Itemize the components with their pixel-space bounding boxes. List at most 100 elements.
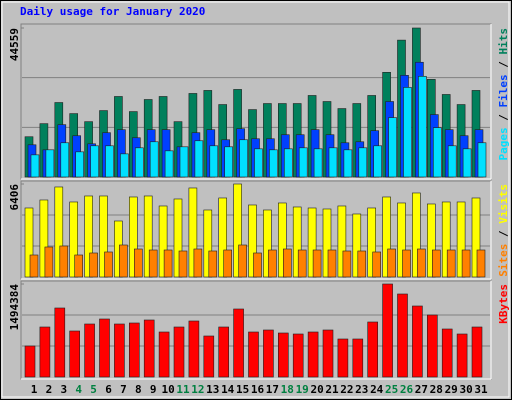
x-tick-label: 13 <box>206 383 219 396</box>
bar <box>59 245 69 278</box>
bar <box>456 333 468 378</box>
bar <box>397 293 408 378</box>
bar <box>39 199 49 278</box>
bar <box>208 250 218 278</box>
bar <box>54 186 64 278</box>
bar <box>248 331 259 378</box>
bar <box>417 248 426 278</box>
legend-entry: Pages <box>497 127 510 160</box>
bar <box>203 335 215 378</box>
x-tick-label: 4 <box>75 383 82 396</box>
bar <box>193 248 203 278</box>
bar <box>158 205 168 278</box>
bar <box>387 248 396 278</box>
bar <box>238 244 247 278</box>
bar <box>441 201 451 278</box>
x-tick-label: 5 <box>90 383 97 396</box>
bar <box>194 140 204 178</box>
x-tick-label: 25 <box>385 383 398 396</box>
bar <box>282 248 292 278</box>
x-tick-label: 31 <box>474 383 488 396</box>
y-tick-label: 6406 <box>8 184 21 211</box>
bar <box>268 249 277 278</box>
bar <box>120 153 129 178</box>
bar <box>119 244 128 278</box>
bar <box>471 326 483 378</box>
x-tick-label: 29 <box>445 383 458 396</box>
bar <box>29 254 39 278</box>
legend-entry: KBytes <box>497 284 510 324</box>
bar <box>75 151 84 178</box>
bar <box>382 196 391 278</box>
x-tick-label: 9 <box>150 383 157 396</box>
y-tick-label: 1494384 <box>8 284 21 331</box>
bar <box>233 308 244 378</box>
bar <box>292 206 302 278</box>
legend-separator: / <box>497 108 510 128</box>
x-tick-label: 21 <box>325 383 339 396</box>
bar <box>69 201 78 278</box>
bar <box>89 252 98 278</box>
bar <box>312 249 322 278</box>
bar <box>203 209 213 278</box>
x-tick-label: 10 <box>161 383 174 396</box>
bar <box>343 149 353 178</box>
bar <box>224 146 233 178</box>
bar <box>45 149 55 178</box>
bar <box>218 197 227 278</box>
bar <box>322 208 332 278</box>
bar <box>178 250 188 278</box>
legend: KBytes <box>497 284 510 324</box>
bar <box>342 250 352 278</box>
chart-title: Daily usage for January 2020 <box>20 5 205 18</box>
bar <box>367 207 377 278</box>
bar <box>39 326 51 378</box>
bar <box>129 322 140 378</box>
x-tick-label: 26 <box>400 383 414 396</box>
bar <box>441 328 453 378</box>
x-tick-label: 8 <box>135 383 142 396</box>
bar <box>313 148 323 178</box>
bar <box>447 145 457 178</box>
bar <box>60 142 70 178</box>
bar <box>54 307 66 378</box>
bar <box>388 117 397 178</box>
bar <box>269 149 278 178</box>
bar <box>179 146 189 178</box>
bar <box>412 305 423 378</box>
bar <box>188 320 200 378</box>
bar <box>352 213 362 278</box>
x-tick-label: 3 <box>60 383 67 396</box>
bar <box>209 145 219 178</box>
bar <box>337 205 347 278</box>
bar <box>402 249 411 278</box>
bar <box>426 314 438 378</box>
bar <box>426 203 436 278</box>
bar <box>431 249 441 278</box>
bar <box>277 202 287 278</box>
bar <box>24 345 36 378</box>
x-tick-label: 2 <box>46 383 53 396</box>
bar <box>418 76 427 178</box>
bar <box>143 195 153 278</box>
bar <box>461 249 471 278</box>
x-tick-label: 27 <box>415 383 428 396</box>
x-tick-label: 17 <box>266 383 279 396</box>
y-tick-label: 44559 <box>8 28 21 61</box>
legend-entry: Visits <box>497 184 510 224</box>
bar <box>223 249 232 278</box>
bar <box>105 145 114 178</box>
x-tick-label: 24 <box>370 383 384 396</box>
bar <box>148 249 158 278</box>
bar <box>30 154 40 178</box>
x-tick-label: 14 <box>221 383 235 396</box>
bar <box>163 249 173 278</box>
x-tick-label: 7 <box>120 383 127 396</box>
bar <box>135 147 144 178</box>
bar <box>69 330 80 378</box>
bar <box>104 251 113 278</box>
x-tick-label: 28 <box>430 383 443 396</box>
bar <box>432 127 442 178</box>
x-tick-label: 22 <box>340 383 353 396</box>
